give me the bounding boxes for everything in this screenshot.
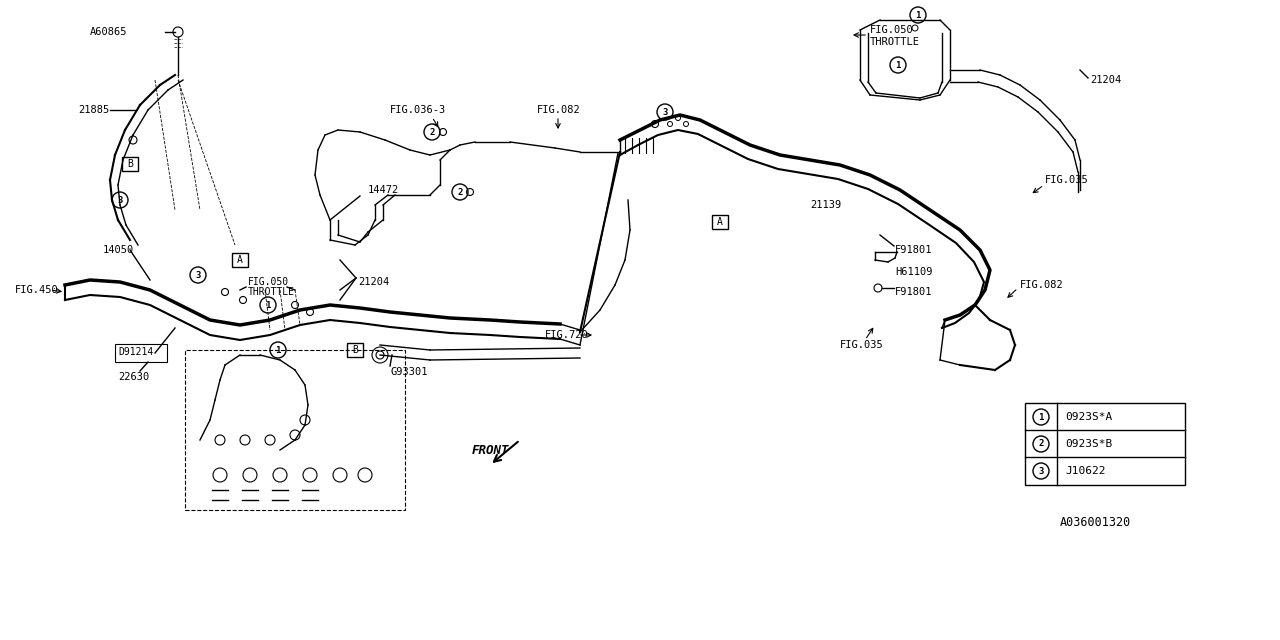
Text: FIG.450: FIG.450: [15, 285, 59, 295]
Text: FIG.050: FIG.050: [248, 277, 289, 287]
Text: FIG.050: FIG.050: [870, 25, 914, 35]
Bar: [186, 350, 404, 510]
Bar: [347, 343, 364, 357]
Text: G93301: G93301: [390, 367, 428, 377]
Text: 3: 3: [196, 271, 201, 280]
Bar: [232, 253, 248, 267]
Text: FIG.082: FIG.082: [1020, 280, 1064, 290]
Text: THROTTLE: THROTTLE: [248, 287, 294, 297]
Text: A036001320: A036001320: [1060, 515, 1132, 529]
Bar: [1025, 403, 1185, 485]
Text: D91214: D91214: [118, 347, 154, 357]
Text: 14050: 14050: [102, 245, 134, 255]
Text: 2: 2: [429, 127, 435, 136]
Text: J10622: J10622: [1065, 466, 1106, 476]
Text: 1: 1: [1038, 413, 1043, 422]
Text: B: B: [352, 345, 358, 355]
Text: 22630: 22630: [118, 372, 150, 382]
Text: FIG.720: FIG.720: [545, 330, 589, 340]
Text: 3: 3: [118, 195, 123, 205]
Text: A60865: A60865: [90, 27, 128, 37]
Text: 0923S*A: 0923S*A: [1065, 412, 1112, 422]
Text: F91801: F91801: [895, 287, 933, 297]
Text: H61109: H61109: [895, 267, 933, 277]
Text: 1: 1: [915, 10, 920, 19]
Text: F91801: F91801: [895, 245, 933, 255]
Text: 2: 2: [457, 188, 462, 196]
Text: 21204: 21204: [1091, 75, 1121, 85]
Bar: [122, 157, 138, 171]
Bar: [712, 215, 728, 229]
Text: 3: 3: [1038, 467, 1043, 476]
Text: 21885: 21885: [78, 105, 109, 115]
Text: A: A: [237, 255, 243, 265]
Text: 1: 1: [895, 61, 901, 70]
Text: 3: 3: [662, 108, 668, 116]
Text: 14472: 14472: [369, 185, 399, 195]
Text: 2: 2: [1038, 440, 1043, 449]
Bar: [115, 344, 166, 362]
Text: 21204: 21204: [358, 277, 389, 287]
Text: 1: 1: [265, 301, 270, 310]
Text: 1: 1: [275, 346, 280, 355]
Text: 0923S*B: 0923S*B: [1065, 439, 1112, 449]
Text: FIG.082: FIG.082: [538, 105, 581, 115]
Text: FIG.035: FIG.035: [840, 340, 883, 350]
Text: A: A: [717, 217, 723, 227]
Text: B: B: [127, 159, 133, 169]
Text: FRONT: FRONT: [471, 444, 508, 456]
Text: FIG.036-3: FIG.036-3: [390, 105, 447, 115]
Text: 21139: 21139: [810, 200, 841, 210]
Text: FIG.035: FIG.035: [1044, 175, 1089, 185]
Text: THROTTLE: THROTTLE: [870, 37, 920, 47]
